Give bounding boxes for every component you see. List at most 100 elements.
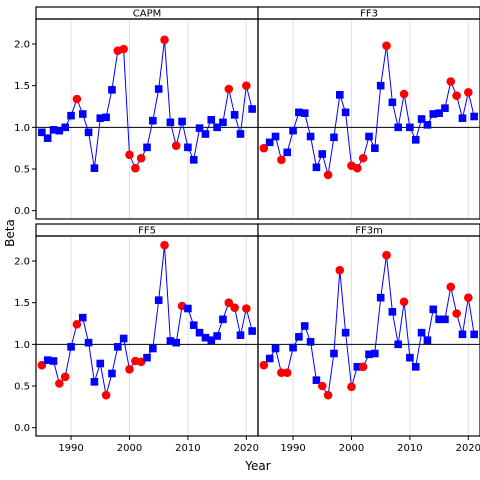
data-point-square: [458, 330, 467, 339]
data-point-square: [189, 156, 198, 164]
data-point-square: [213, 123, 221, 132]
panel-ff3: FF3: [257, 6, 480, 220]
data-point-square: [300, 109, 309, 117]
data-point-square: [49, 357, 58, 365]
data-point-circle: [323, 170, 333, 180]
y-tick-label: 0.5: [14, 382, 30, 393]
data-point-square: [166, 118, 175, 127]
data-point-square: [67, 343, 75, 351]
data-point-square: [365, 132, 373, 141]
data-point-circle: [399, 89, 409, 99]
data-point-square: [78, 313, 87, 322]
data-point-circle: [72, 320, 82, 329]
data-point-square: [417, 115, 426, 123]
y-tick-label: 1.0: [14, 123, 30, 134]
data-point-square: [411, 136, 420, 144]
data-point-square: [248, 327, 256, 335]
data-point-circle: [125, 365, 134, 374]
y-tick-label: 0.0: [14, 206, 30, 217]
y-tick-label: 1.5: [14, 298, 30, 309]
data-point-circle: [446, 77, 456, 86]
data-point-circle: [399, 297, 409, 307]
data-point-square: [184, 143, 192, 152]
data-point-square: [417, 328, 426, 337]
data-point-square: [96, 359, 105, 368]
data-point-square: [458, 114, 467, 122]
data-point-square: [90, 378, 99, 386]
data-point-square: [207, 336, 216, 344]
data-point-square: [248, 105, 256, 113]
data-point-square: [295, 333, 303, 341]
data-point-square: [335, 91, 344, 99]
y-axis-title: Beta: [3, 219, 17, 247]
data-point-square: [318, 150, 327, 158]
data-point-square: [295, 108, 303, 117]
data-point-square: [78, 110, 87, 118]
data-point-square: [411, 363, 420, 371]
data-point-square: [236, 331, 245, 339]
data-point-square: [271, 344, 280, 353]
x-tick-label: 2010: [397, 443, 422, 454]
data-point-circle: [358, 153, 368, 163]
panel-title: FF5: [138, 226, 156, 237]
data-point-square: [67, 111, 75, 120]
data-point-square: [184, 304, 192, 313]
data-point-square: [219, 118, 227, 127]
y-tick-label: 2.0: [14, 40, 30, 51]
data-point-square: [289, 126, 297, 135]
y-tick-label: 0.0: [14, 423, 30, 434]
data-point-circle: [230, 303, 239, 312]
data-point-square: [201, 333, 210, 342]
data-point-square: [172, 338, 181, 347]
data-point-square: [394, 123, 403, 132]
data-point-circle: [160, 240, 169, 250]
y-tick-label: 1.0: [14, 340, 30, 351]
data-point-square: [213, 332, 221, 340]
panel-border: [257, 18, 480, 220]
x-tick-label: 2010: [175, 443, 200, 454]
data-point-circle: [382, 41, 391, 50]
data-point-square: [219, 315, 227, 324]
panel-ff5: FF5 0.0 0.5 1.0 1.5 2.0 1990 2000 2010 2020: [14, 223, 259, 454]
x-tick-label: 2020: [456, 443, 480, 454]
data-point-square: [371, 144, 379, 152]
data-point-square: [423, 121, 432, 129]
data-point-square: [90, 164, 99, 172]
data-point-square: [388, 98, 397, 107]
data-point-square: [166, 337, 175, 345]
data-point-circle: [160, 35, 169, 45]
data-point-square: [149, 344, 157, 353]
data-point-square: [84, 128, 93, 137]
data-point-square: [61, 123, 70, 132]
data-point-square: [149, 116, 157, 125]
data-point-square: [108, 369, 116, 378]
data-point-square: [271, 132, 280, 141]
data-point-square: [84, 338, 93, 347]
panel-border: [257, 235, 480, 437]
data-point-square: [371, 349, 379, 358]
data-point-square: [394, 340, 403, 349]
data-point-circle: [101, 390, 111, 400]
x-tick-label: 1990: [58, 443, 83, 454]
data-point-circle: [136, 153, 146, 163]
y-tick-label: 1.5: [14, 81, 30, 92]
data-point-square: [49, 126, 58, 134]
data-point-square: [330, 349, 338, 358]
data-point-square: [312, 376, 321, 384]
data-point-circle: [335, 265, 345, 275]
data-point-circle: [452, 309, 461, 318]
series-line: [263, 255, 475, 397]
data-point-square: [365, 350, 373, 359]
data-point-circle: [446, 282, 456, 292]
data-point-square: [470, 330, 478, 339]
data-point-circle: [131, 163, 140, 173]
data-point-square: [306, 132, 315, 141]
x-tick-label: 2020: [234, 443, 259, 454]
data-point-square: [341, 108, 350, 117]
data-point-square: [441, 104, 449, 112]
data-point-square: [55, 126, 64, 135]
y-tick-label: 2.0: [14, 257, 30, 268]
data-point-square: [119, 334, 128, 343]
data-point-square: [312, 163, 321, 172]
x-tick-label: 2000: [117, 443, 142, 454]
